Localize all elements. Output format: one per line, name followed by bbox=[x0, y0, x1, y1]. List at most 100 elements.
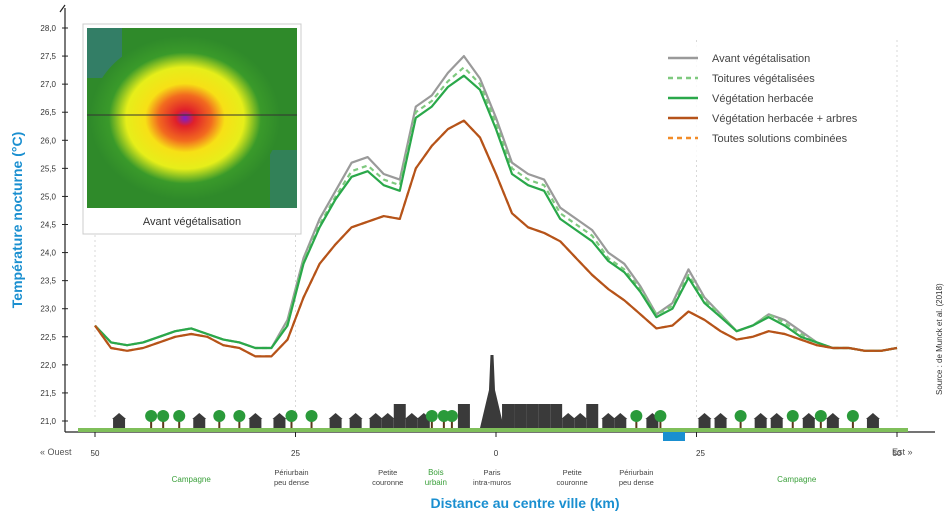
x-tick-label: 50 bbox=[91, 449, 100, 458]
legend-label: Toitures végétalisées bbox=[712, 73, 815, 85]
x-axis-arrow bbox=[59, 4, 66, 13]
house bbox=[193, 419, 206, 428]
building bbox=[538, 404, 551, 428]
series-lines bbox=[94, 55, 898, 358]
legend-label: Végétation herbacée + arbres bbox=[712, 113, 858, 125]
house-roof bbox=[404, 413, 419, 419]
zone-label: peu dense bbox=[619, 478, 654, 487]
house bbox=[646, 419, 659, 428]
tree-trunk bbox=[450, 420, 453, 428]
tree bbox=[173, 410, 186, 422]
y-tick-label: 22,0 bbox=[40, 361, 56, 370]
house-roof bbox=[769, 413, 784, 419]
tree bbox=[786, 410, 799, 422]
house-roof bbox=[713, 413, 728, 419]
tree bbox=[233, 410, 246, 422]
y-ticks: 28,0 27,5 27,0 26,5 26,0 25,5 25,0 24,5 24,0 23,5… bbox=[40, 24, 68, 426]
zone-label: Paris bbox=[483, 468, 500, 477]
y-axis-label: Température nocturne (°C) bbox=[9, 132, 25, 308]
building bbox=[586, 404, 599, 428]
x-tick-label: 25 bbox=[291, 449, 300, 458]
house-roof bbox=[801, 413, 816, 419]
lake bbox=[663, 432, 685, 441]
tree bbox=[213, 410, 226, 422]
house bbox=[866, 419, 879, 428]
zone-label: Périurbain bbox=[619, 468, 653, 477]
tree-trunk bbox=[238, 420, 241, 428]
house-roof bbox=[601, 413, 616, 419]
house-roof bbox=[561, 413, 576, 419]
tree bbox=[445, 410, 458, 422]
tree bbox=[145, 410, 158, 422]
legend-label: Toutes solutions combinées bbox=[712, 133, 848, 145]
tree-trunk bbox=[819, 420, 822, 428]
house bbox=[826, 419, 839, 428]
y-tick-label: 21,0 bbox=[40, 417, 56, 426]
zone-label: Petite bbox=[378, 468, 397, 477]
tree-trunk bbox=[290, 420, 293, 428]
y-tick-label: 25,5 bbox=[40, 164, 56, 173]
legend-label: Avant végétalisation bbox=[712, 53, 810, 65]
tree-trunk bbox=[635, 420, 638, 428]
house bbox=[562, 419, 575, 428]
legend-label: Végétation herbacée bbox=[712, 93, 814, 105]
tree-trunk bbox=[442, 420, 445, 428]
house bbox=[602, 419, 615, 428]
tree-trunk bbox=[218, 420, 221, 428]
eiffel-tower bbox=[479, 355, 504, 428]
zone-label: intra-muros bbox=[473, 478, 511, 487]
building bbox=[393, 404, 406, 428]
zone-label: Périurbain bbox=[274, 468, 308, 477]
tree-trunk bbox=[162, 420, 165, 428]
y-tick-label: 25,0 bbox=[40, 192, 56, 201]
house-roof bbox=[192, 413, 207, 419]
house-roof bbox=[272, 413, 287, 419]
tree bbox=[654, 410, 667, 422]
lake-label: Lac bbox=[667, 433, 679, 440]
house-roof bbox=[112, 413, 127, 419]
house bbox=[698, 419, 711, 428]
x-axis-label: Distance au centre ville (km) bbox=[430, 495, 619, 511]
house-roof bbox=[348, 413, 363, 419]
house-roof bbox=[328, 413, 343, 419]
house bbox=[770, 419, 783, 428]
tree bbox=[846, 410, 859, 422]
building bbox=[457, 404, 470, 428]
zone-label: Bois bbox=[428, 468, 444, 477]
y-tick-label: 21,5 bbox=[40, 389, 56, 398]
house-roof bbox=[248, 413, 263, 419]
y-tick-label: 27,0 bbox=[40, 80, 56, 89]
house-roof bbox=[573, 413, 588, 419]
y-tick-label: 22,5 bbox=[40, 333, 56, 342]
building bbox=[526, 404, 539, 428]
house bbox=[614, 419, 627, 428]
source-note: Source : de Munck et al. (2018) bbox=[935, 283, 944, 395]
tree bbox=[630, 410, 643, 422]
y-tick-label: 26,5 bbox=[40, 108, 56, 117]
house-roof bbox=[753, 413, 768, 419]
tree bbox=[814, 410, 827, 422]
building bbox=[514, 404, 527, 428]
zone-label: Petite bbox=[563, 468, 582, 477]
zone-label: Campagne bbox=[172, 475, 212, 484]
x-tick-label: 0 bbox=[494, 449, 499, 458]
house bbox=[381, 419, 394, 428]
house bbox=[405, 419, 418, 428]
city-skyline bbox=[78, 355, 908, 432]
tree bbox=[305, 410, 318, 422]
tree-trunk bbox=[791, 420, 794, 428]
tree bbox=[425, 410, 438, 422]
x-end-left: « Ouest bbox=[40, 447, 72, 457]
x-end-right: Est » bbox=[892, 447, 913, 457]
legend: Avant végétalisation Toitures végétalisée… bbox=[657, 42, 890, 159]
zone-label: urbain bbox=[425, 478, 447, 487]
house bbox=[574, 419, 587, 428]
zone-label: Campagne bbox=[777, 475, 817, 484]
zone-label: couronne bbox=[557, 478, 588, 487]
tree-trunk bbox=[150, 420, 153, 428]
tree-trunk bbox=[310, 420, 313, 428]
house bbox=[249, 419, 262, 428]
house bbox=[802, 419, 815, 428]
